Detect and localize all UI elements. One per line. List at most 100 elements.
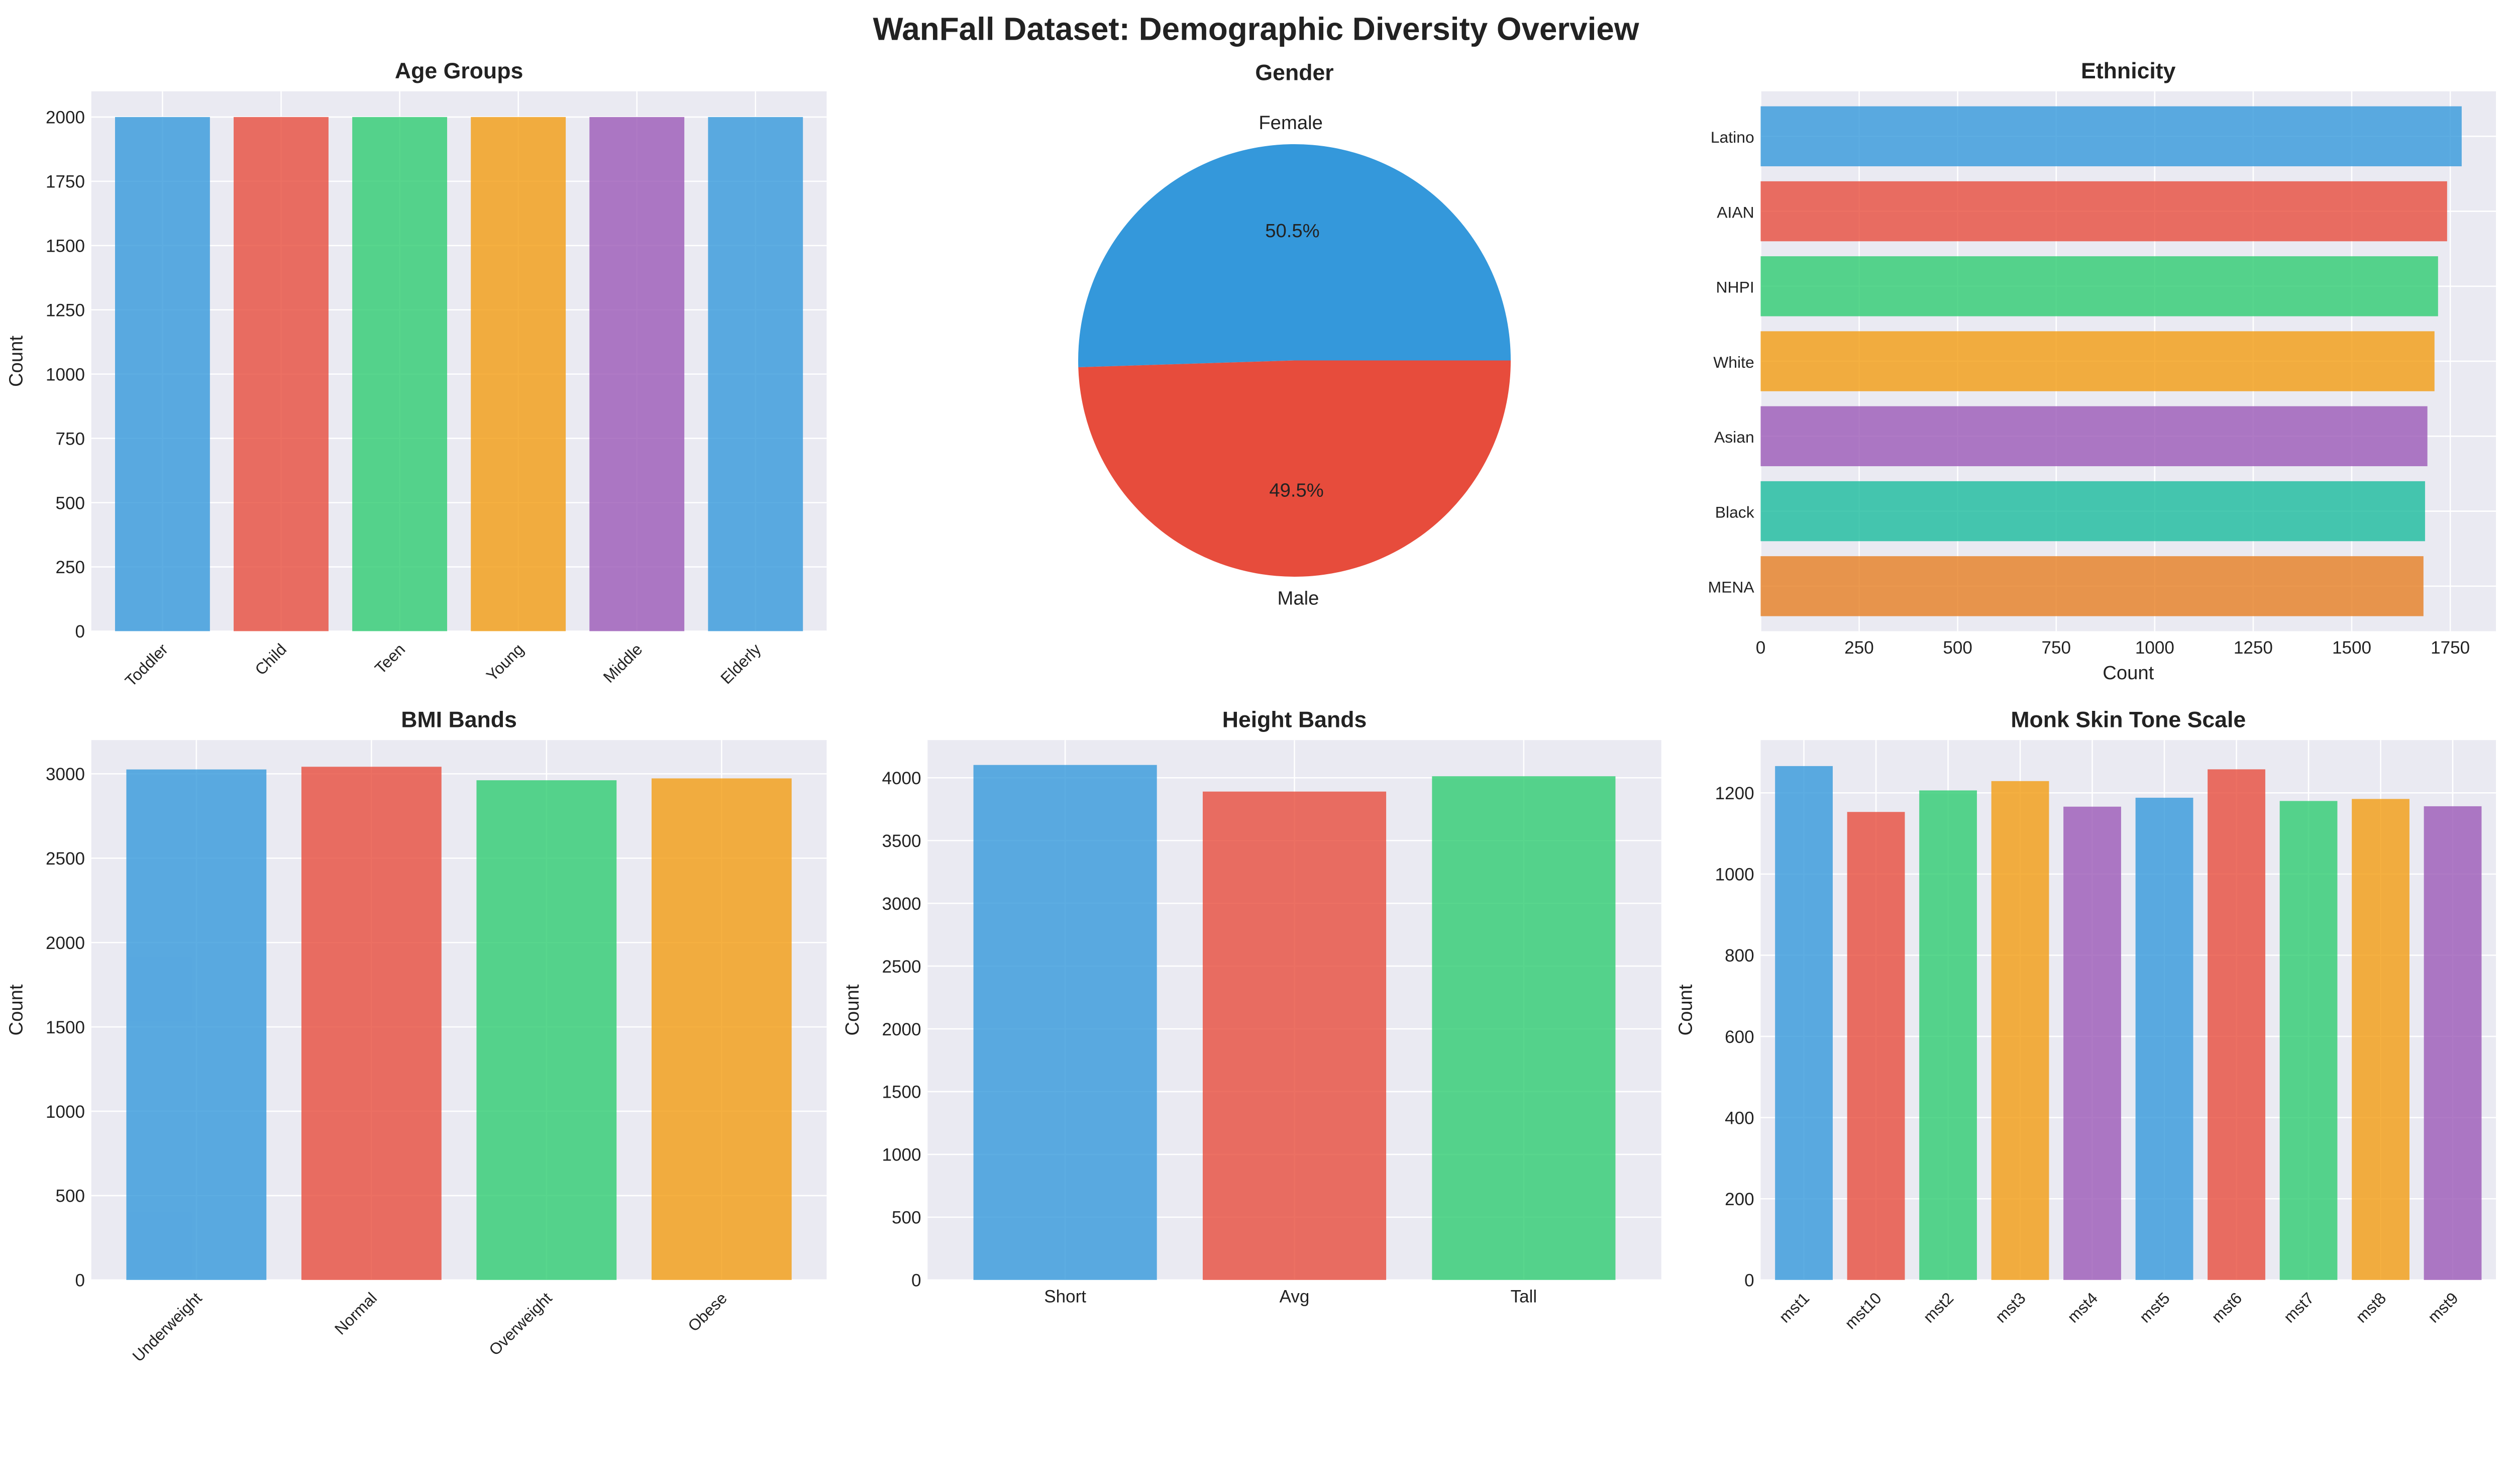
bar-Avg [1202,791,1387,1280]
chart-title: Ethnicity [2081,59,2176,83]
x-tick-label: Short [1044,1287,1086,1306]
chart-age: Age Groups 0 250 500 750 1000 1250 1500 1750 2000… [6,59,827,690]
pie-slice [1078,360,1511,577]
x-tick-label: mst5 [2136,1289,2173,1326]
chart-height: Height Bands 0 500 1000 1500 2000 2500 3000 3500… [842,708,1661,1306]
y-tick-label: 4000 [882,769,921,788]
y-tick-label: 1500 [46,237,85,256]
bar-Obese [651,778,792,1280]
y-tick-label: 1250 [46,300,85,320]
x-tick-label: mst1 [1775,1289,1813,1326]
figure: WanFall Dataset: Demographic Diversity O… [6,11,2496,1365]
bar-Middle [589,117,685,631]
y-axis-label: Count [1674,984,1696,1035]
x-tick-label: 1750 [2431,638,2470,658]
bar-mst5 [2135,797,2193,1280]
y-tick-label: 1200 [1715,784,1754,803]
y-tick-label: 1750 [46,172,85,192]
bar-mst2 [1919,790,1977,1280]
x-tick-label: Underweight [129,1289,205,1365]
y-tick-label: 1000 [46,1102,85,1122]
y-tick-label: 500 [55,1187,85,1206]
y-tick-label: MENA [1708,578,1755,596]
chart-title: BMI Bands [401,708,517,732]
y-axis-label: Count [6,984,27,1035]
chart-gender: Gender Female 50.5% Male 49.5% [1078,60,1511,609]
y-tick-label: 750 [55,429,85,449]
y-tick-label: White [1713,353,1754,371]
bar-AIAN [1760,181,2447,242]
chart-mst: Monk Skin Tone Scale 0 200 400 600 800 1000 120… [1674,708,2496,1333]
x-tick-label: 1250 [2234,638,2273,658]
y-tick-label: 0 [1744,1271,1754,1291]
bar-mst4 [2063,806,2121,1280]
bar-NHPI [1760,256,2438,316]
x-tick-label: mst2 [1920,1289,1957,1326]
y-tick-label: 1000 [882,1145,921,1165]
x-tick-label: Middle [600,640,646,686]
x-tick-label: Elderly [717,640,764,687]
bar-mst6 [2208,769,2265,1280]
x-tick-label: Toddler [122,640,172,690]
chart-title: Height Bands [1222,708,1367,732]
x-tick-label: 500 [1943,638,1972,658]
bar-Latino [1760,106,2462,167]
y-axis-label: Count [6,336,27,387]
bar-Elderly [708,117,803,631]
chart-title: Gender [1255,60,1333,85]
y-tick-label: Asian [1714,428,1754,446]
y-tick-label: 3500 [882,831,921,851]
bar-MENA [1760,556,2424,616]
x-tick-label: 0 [1756,638,1766,658]
y-axis-label: Count [842,984,863,1035]
bar-mst8 [2352,799,2410,1280]
chart-title: Age Groups [395,59,523,83]
y-tick-label: 500 [892,1208,921,1228]
y-tick-label: 0 [911,1271,921,1291]
bar-Black [1760,481,2425,542]
x-tick-label: 1500 [2332,638,2371,658]
y-tick-label: 600 [1725,1027,1754,1047]
bar-Overweight [476,780,617,1280]
bar-Short [973,765,1157,1280]
bar-White [1760,331,2435,391]
y-tick-label: 2000 [46,933,85,953]
figure-title: WanFall Dataset: Demographic Diversity O… [873,11,1639,47]
x-tick-label: mst6 [2208,1289,2245,1326]
x-tick-label: Tall [1511,1287,1537,1306]
bar-Young [471,117,566,631]
x-tick-label: Teen [371,640,408,677]
y-tick-label: 500 [55,493,85,513]
x-tick-label: mst10 [1841,1289,1885,1333]
x-tick-label: 750 [2041,638,2071,658]
x-tick-label: Normal [331,1289,380,1338]
x-tick-label: Child [251,640,290,679]
y-tick-label: 2500 [46,849,85,869]
y-tick-label: NHPI [1716,278,1754,296]
y-tick-label: AIAN [1717,203,1754,221]
y-tick-label: 400 [1725,1108,1754,1128]
pie-slice [1078,144,1511,367]
pie-label: Female [1259,112,1323,134]
x-tick-label: mst3 [1992,1289,2029,1326]
y-tick-label: 200 [1725,1190,1754,1209]
y-tick-label: 0 [75,622,85,642]
bar-mst1 [1775,766,1833,1280]
bar-mst9 [2424,806,2482,1280]
y-tick-label: 3000 [882,894,921,914]
x-tick-label: Obese [684,1289,730,1335]
y-tick-label: 3000 [46,765,85,784]
y-tick-label: 2500 [882,957,921,977]
x-tick-label: 250 [1844,638,1874,658]
pie-pct-label: 50.5% [1265,220,1319,242]
chart-bmi: BMI Bands 0 500 1000 1500 2000 2500 3000 Underwe… [6,708,827,1365]
bar-Teen [352,117,447,631]
y-tick-label: 800 [1725,946,1754,966]
chart-ethnicity: Ethnicity 0 250 500 750 1000 1250 1500 1750 Latin… [1708,59,2496,684]
bar-Underweight [126,769,267,1280]
x-tick-label: mst4 [2064,1289,2101,1326]
bar-Toddler [115,117,210,631]
bar-mst10 [1847,812,1905,1280]
y-tick-label: 250 [55,558,85,577]
x-tick-label: Overweight [485,1289,556,1359]
